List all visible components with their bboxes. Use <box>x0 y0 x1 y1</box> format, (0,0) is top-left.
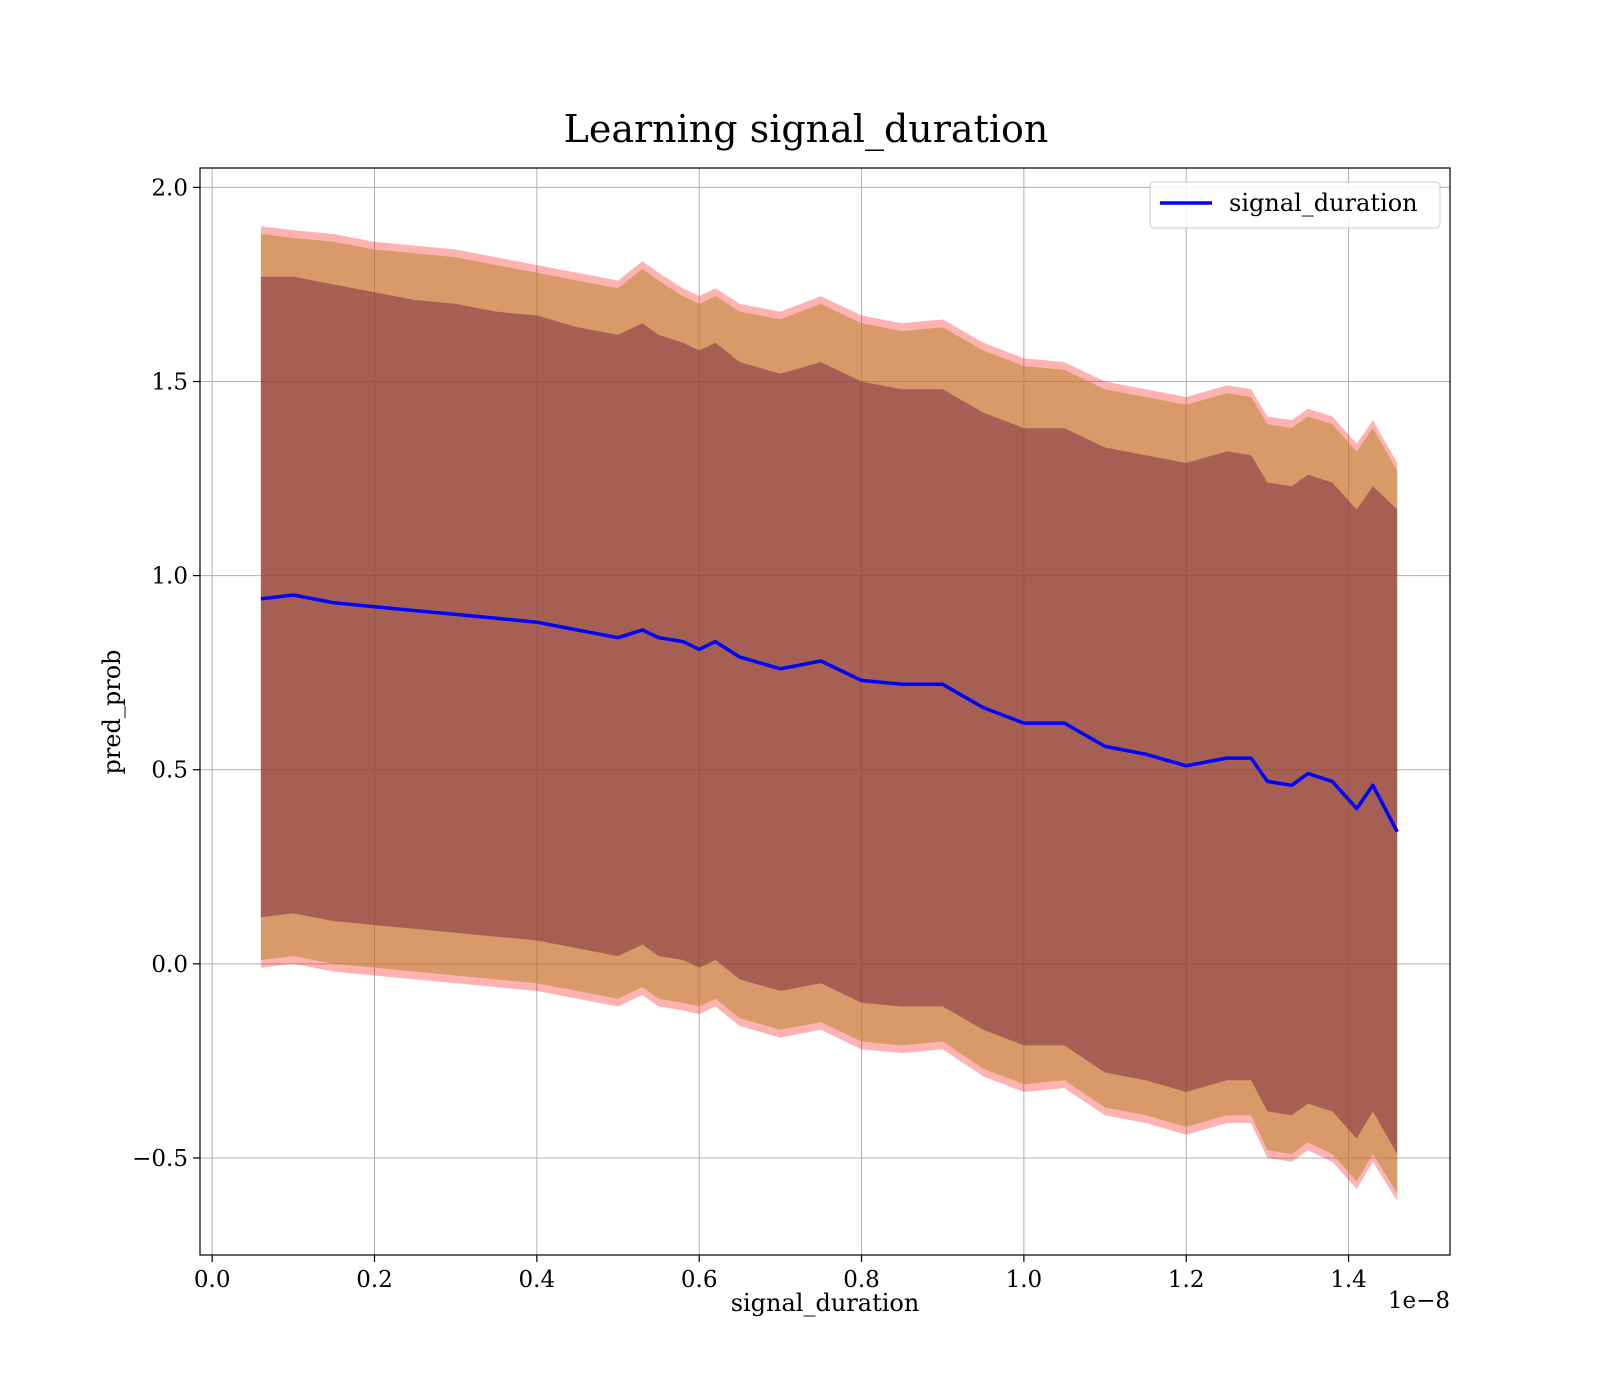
x-axis-offset-text: 1e−8 <box>1388 1288 1450 1314</box>
legend-label: signal_duration <box>1229 189 1418 217</box>
legend-frame <box>1149 181 1441 229</box>
plot-frame <box>199 167 1451 1256</box>
axis-ticks: 0.0 0.2 0.4 0.6 0.8 1.0 1.2 1.4 −0.5 0.0 0.5 1.0 1.5… <box>132 175 1367 1293</box>
x-axis-label: signal_duration <box>731 1289 920 1317</box>
y-tick-label: 1.0 <box>151 564 188 590</box>
y-tick-label: 0.5 <box>151 758 188 784</box>
x-tick-label: 0.4 <box>519 1267 556 1293</box>
x-tick-label: 0.2 <box>356 1267 393 1293</box>
series-lines <box>260 593 1399 833</box>
x-tick-label: 1.0 <box>1006 1267 1043 1293</box>
inner-band <box>260 276 1398 1155</box>
y-axis-label: pred_prob <box>98 649 126 774</box>
x-tick-label: 0.8 <box>843 1267 880 1293</box>
x-tick-label: 1.2 <box>1168 1267 1205 1293</box>
y-tick-label: −0.5 <box>132 1146 188 1172</box>
confidence-bands <box>260 226 1398 1201</box>
y-tick-label: 0.0 <box>151 952 188 978</box>
chart-title: Learning signal_duration <box>564 107 1049 152</box>
series-line <box>260 593 1399 833</box>
x-tick-label: 0.6 <box>681 1267 718 1293</box>
x-tick-label: 1.4 <box>1330 1267 1367 1293</box>
middle-band <box>260 234 1398 1193</box>
y-tick-label: 2.0 <box>151 175 188 201</box>
legend: signal_duration <box>1149 181 1441 229</box>
x-tick-label: 0.0 <box>194 1267 231 1293</box>
y-tick-label: 1.5 <box>151 370 188 396</box>
